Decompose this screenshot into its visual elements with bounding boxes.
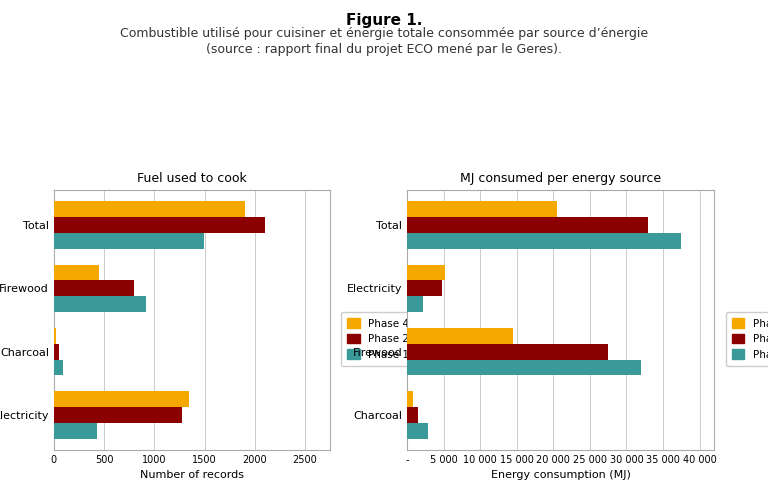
Bar bbox=[54, 233, 204, 248]
Bar bbox=[54, 217, 265, 233]
Title: Fuel used to cook: Fuel used to cook bbox=[137, 172, 247, 184]
Bar bbox=[407, 264, 445, 280]
X-axis label: Number of records: Number of records bbox=[140, 470, 244, 480]
Text: Figure 1.: Figure 1. bbox=[346, 12, 422, 28]
Bar bbox=[407, 360, 641, 376]
X-axis label: Energy consumption (MJ): Energy consumption (MJ) bbox=[491, 470, 631, 480]
Bar bbox=[407, 280, 442, 296]
Bar bbox=[407, 392, 413, 407]
Bar bbox=[54, 423, 97, 439]
Bar bbox=[54, 264, 99, 280]
Bar bbox=[54, 296, 146, 312]
Bar bbox=[54, 344, 59, 360]
Bar bbox=[54, 392, 190, 407]
Bar bbox=[407, 217, 648, 233]
Bar bbox=[54, 201, 245, 217]
Legend: Phase 4, Phase 2, Phase 1: Phase 4, Phase 2, Phase 1 bbox=[726, 312, 768, 366]
Bar bbox=[407, 344, 608, 360]
Bar bbox=[407, 233, 681, 248]
Bar bbox=[407, 407, 418, 423]
Bar bbox=[54, 407, 183, 423]
Bar bbox=[54, 360, 63, 376]
Title: MJ consumed per energy source: MJ consumed per energy source bbox=[460, 172, 661, 184]
Text: Combustible utilisé pour cuisiner et énergie totale consommée par source d’énerg: Combustible utilisé pour cuisiner et éne… bbox=[120, 28, 648, 40]
Text: (source : rapport final du projet ECO mené par le Geres).: (source : rapport final du projet ECO me… bbox=[206, 42, 562, 56]
Bar bbox=[407, 201, 557, 217]
Bar bbox=[54, 328, 56, 344]
Legend: Phase 4, Phase 2, Phase 1: Phase 4, Phase 2, Phase 1 bbox=[341, 312, 415, 366]
Bar bbox=[407, 423, 428, 439]
Bar bbox=[407, 328, 513, 344]
Bar bbox=[54, 280, 134, 296]
Bar bbox=[407, 296, 423, 312]
